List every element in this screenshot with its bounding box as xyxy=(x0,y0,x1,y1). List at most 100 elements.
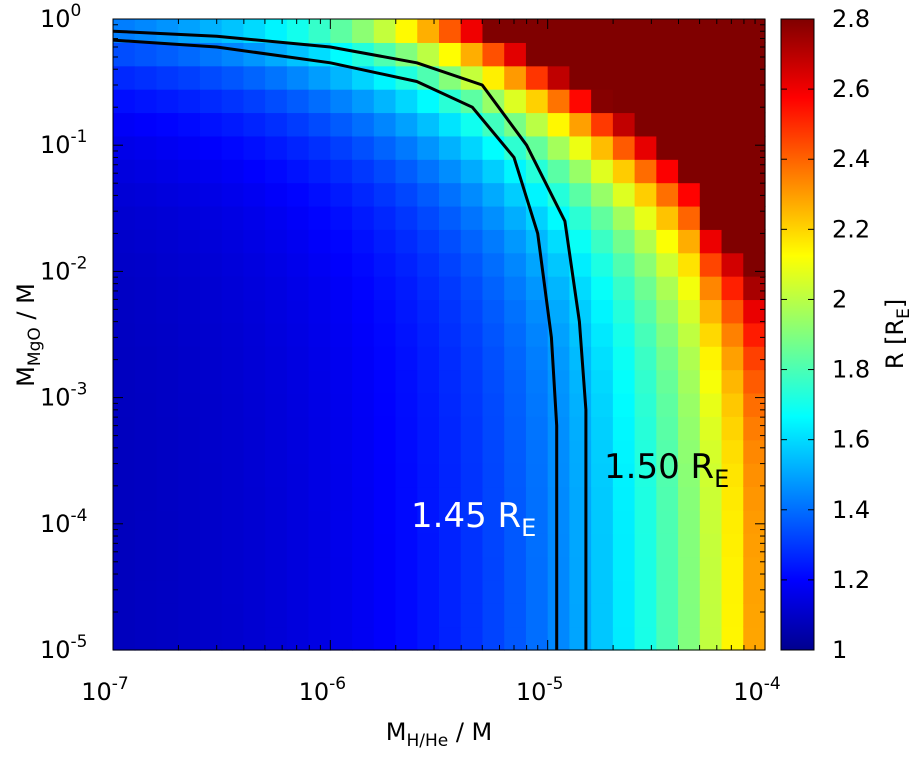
heatmap-cell xyxy=(395,89,418,114)
heatmap-cell xyxy=(569,19,592,43)
heatmap-cell xyxy=(460,135,484,160)
heatmap-cell xyxy=(308,19,331,43)
heatmap-cell xyxy=(221,182,244,207)
heatmap-cell xyxy=(504,276,527,301)
heatmap-cell xyxy=(656,65,679,90)
heatmap-cells xyxy=(113,19,766,651)
heatmap-cell xyxy=(199,276,223,301)
heatmap-cell xyxy=(113,159,136,184)
heatmap-cell xyxy=(417,112,440,137)
heatmap-cell xyxy=(243,322,266,347)
heatmap-cell xyxy=(547,603,570,628)
heatmap-cell xyxy=(113,533,136,558)
heatmap-cell xyxy=(504,182,527,207)
heatmap-cell xyxy=(395,463,418,488)
heatmap-cell xyxy=(482,509,505,534)
heatmap-cell xyxy=(634,322,657,347)
heatmap-cell xyxy=(569,533,592,558)
heatmap-cell xyxy=(678,65,701,90)
heatmap-cell xyxy=(308,135,331,160)
heatmap-cell xyxy=(591,65,614,90)
heatmap-cell xyxy=(113,579,136,604)
heatmap-cell xyxy=(178,626,201,651)
heatmap-cell xyxy=(569,486,592,511)
heatmap-cell xyxy=(178,392,201,417)
heatmap-cell xyxy=(634,299,657,324)
heatmap-cell xyxy=(656,299,679,324)
heatmap-cell xyxy=(569,89,592,114)
heatmap-cell xyxy=(591,19,614,43)
heatmap-cell xyxy=(482,42,505,67)
heatmap-cell xyxy=(591,205,614,230)
heatmap-cell xyxy=(134,626,158,651)
heatmap-cell xyxy=(612,439,636,464)
heatmap-cell xyxy=(460,556,484,581)
y-tick-label: 100 xyxy=(40,1,81,33)
heatmap-cell xyxy=(634,276,657,301)
heatmap-cell xyxy=(221,42,244,67)
heatmap-cell xyxy=(591,533,614,558)
heatmap-cell xyxy=(678,159,701,184)
heatmap-cell xyxy=(634,182,657,207)
heatmap-cell xyxy=(525,626,549,651)
heatmap-cell xyxy=(221,392,244,417)
heatmap-cell xyxy=(113,299,136,324)
heatmap-cell xyxy=(308,112,331,137)
heatmap-cell xyxy=(286,252,310,277)
heatmap-cell xyxy=(243,229,266,254)
heatmap-cell xyxy=(113,42,136,67)
heatmap-cell xyxy=(178,135,201,160)
heatmap-cell xyxy=(460,276,484,301)
heatmap-cell xyxy=(656,486,679,511)
heatmap-cell xyxy=(178,89,201,114)
heatmap-cell xyxy=(525,229,549,254)
heatmap-cell xyxy=(721,65,744,90)
heatmap-cell xyxy=(308,205,331,230)
heatmap-cell xyxy=(199,626,223,651)
heatmap-cell xyxy=(156,182,179,207)
heatmap-cell xyxy=(134,65,158,90)
heatmap-cell xyxy=(308,556,331,581)
heatmap-cell xyxy=(439,205,462,230)
heatmap-cell xyxy=(547,159,570,184)
heatmap-cell xyxy=(525,579,549,604)
contour-label-2: 1.50 RE xyxy=(604,447,729,493)
heatmap-cell xyxy=(482,603,505,628)
heatmap-cell xyxy=(373,346,397,371)
heatmap-cell xyxy=(547,229,570,254)
heatmap-cell xyxy=(721,439,744,464)
heatmap-cell xyxy=(395,252,418,277)
heatmap-cell xyxy=(373,112,397,137)
heatmap-cell xyxy=(721,252,744,277)
heatmap-cell xyxy=(330,182,353,207)
heatmap-cell xyxy=(678,19,701,43)
heatmap-cell xyxy=(656,229,679,254)
heatmap-cell xyxy=(591,556,614,581)
heatmap-cell xyxy=(199,182,223,207)
heatmap-cell xyxy=(113,556,136,581)
heatmap-cell xyxy=(439,252,462,277)
heatmap-cell xyxy=(308,89,331,114)
heatmap-cell xyxy=(352,369,375,394)
heatmap-cell xyxy=(547,439,570,464)
colorbar-tick-label: 2.6 xyxy=(832,75,870,103)
contour-labels: 1.45 RE 1.50 RE xyxy=(411,447,729,542)
heatmap-cell xyxy=(439,229,462,254)
heatmap-cell xyxy=(199,159,223,184)
heatmap-cell xyxy=(525,65,549,90)
heatmap-cell xyxy=(721,416,744,441)
heatmap-cell xyxy=(547,369,570,394)
heatmap-cell xyxy=(417,346,440,371)
heatmap-cell xyxy=(178,463,201,488)
heatmap-cell xyxy=(199,509,223,534)
colorbar-tick-label: 2 xyxy=(832,285,847,313)
y-tick-label: 10-2 xyxy=(40,253,88,285)
heatmap-cell xyxy=(265,579,288,604)
heatmap-cell xyxy=(286,533,310,558)
heatmap-cell xyxy=(286,159,310,184)
heatmap-cell xyxy=(417,533,440,558)
heatmap-cell xyxy=(221,159,244,184)
heatmap-cell xyxy=(156,486,179,511)
heatmap-cell xyxy=(678,603,701,628)
heatmap-cell xyxy=(439,112,462,137)
